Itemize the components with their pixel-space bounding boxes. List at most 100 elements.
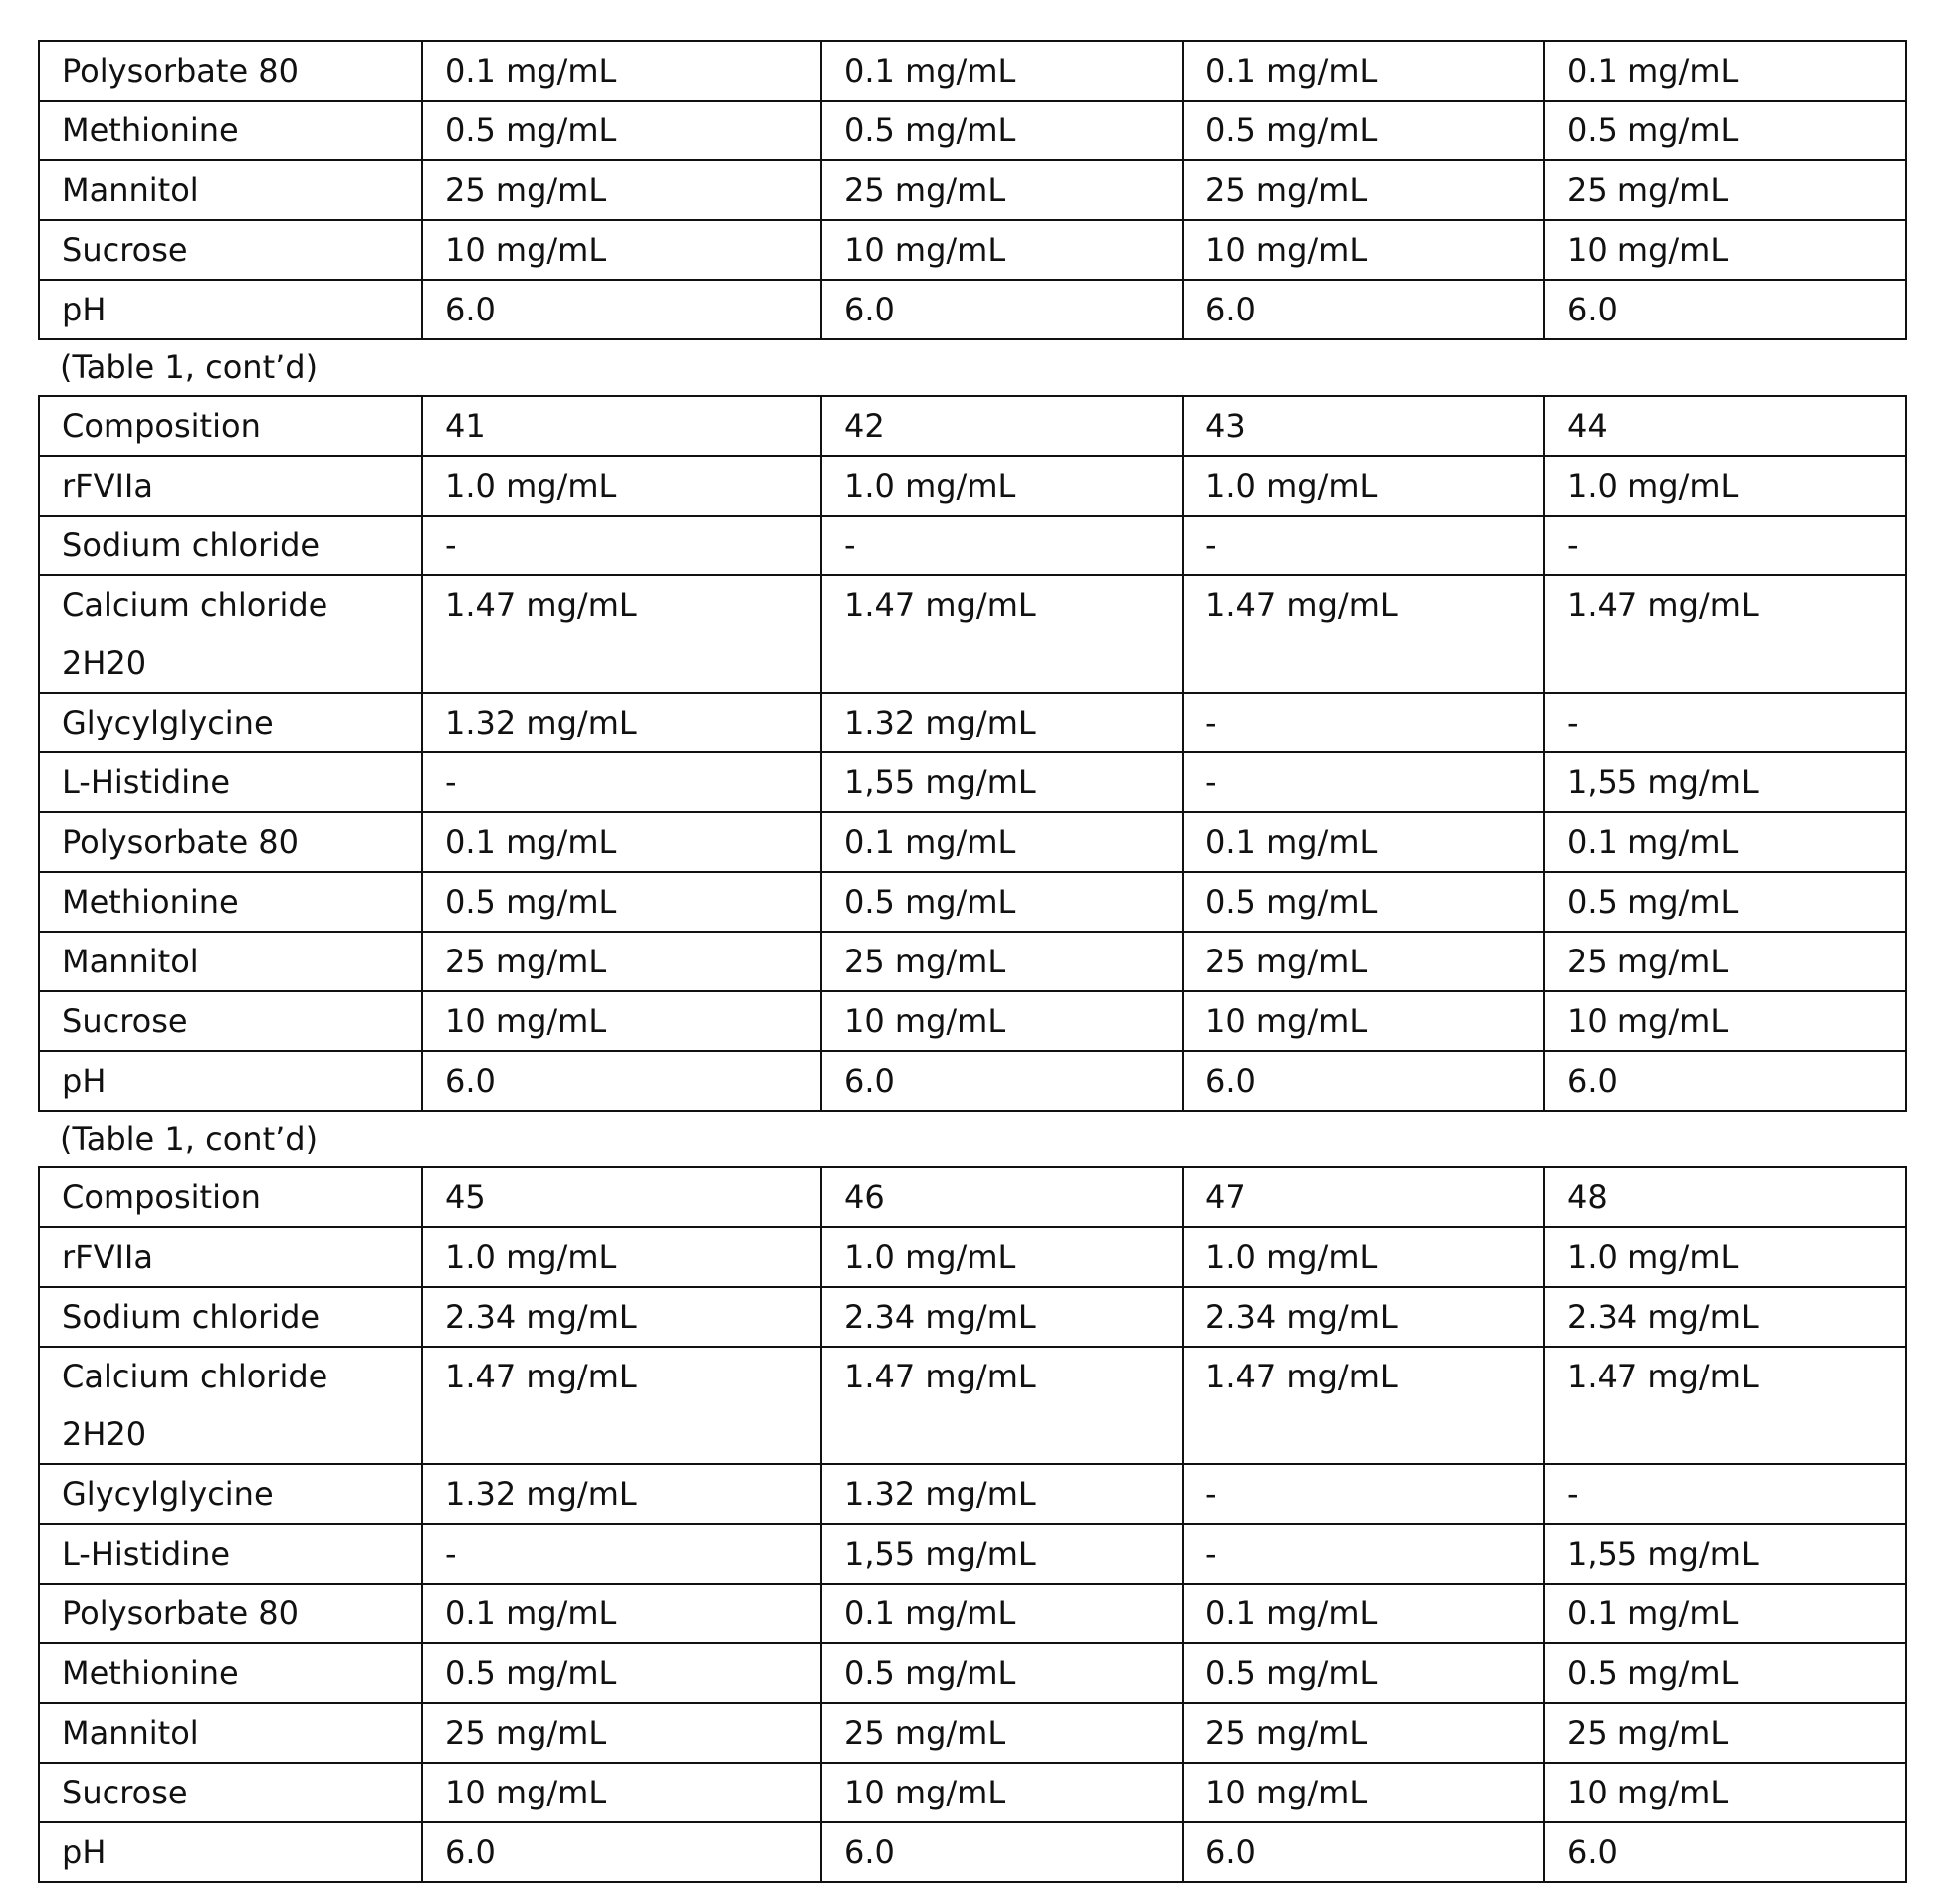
cell: 10 mg/mL xyxy=(821,991,1183,1051)
cell: 1.47 mg/mL xyxy=(422,575,821,693)
cell: 0.1 mg/mL xyxy=(1183,1584,1544,1643)
table-row: Composition45464748 xyxy=(39,1167,1906,1227)
cell: 6.0 xyxy=(1544,280,1906,339)
table-body: Composition41424344rFVIIa1.0 mg/mL1.0 mg… xyxy=(39,396,1906,1111)
cell: - xyxy=(1183,1524,1544,1584)
cell: 0.1 mg/mL xyxy=(821,41,1183,101)
cell: 10 mg/mL xyxy=(422,220,821,280)
cell: 10 mg/mL xyxy=(1544,991,1906,1051)
cell: 10 mg/mL xyxy=(1183,1763,1544,1822)
cell: 1.0 mg/mL xyxy=(1544,1227,1906,1287)
cell: 41 xyxy=(422,396,821,456)
cell: 44 xyxy=(1544,396,1906,456)
cell: - xyxy=(1183,1464,1544,1524)
cell: 0.1 mg/mL xyxy=(1183,41,1544,101)
row-label: Polysorbate 80 xyxy=(39,41,422,101)
table-row: rFVIIa1.0 mg/mL1.0 mg/mL1.0 mg/mL1.0 mg/… xyxy=(39,456,1906,516)
cell: 43 xyxy=(1183,396,1544,456)
cell: 25 mg/mL xyxy=(1183,160,1544,220)
row-label: rFVIIa xyxy=(39,1227,422,1287)
table-row: Methionine0.5 mg/mL0.5 mg/mL0.5 mg/mL0.5… xyxy=(39,872,1906,932)
row-label: Glycylglycine xyxy=(39,693,422,752)
row-label: Mannitol xyxy=(39,932,422,991)
cell: 10 mg/mL xyxy=(422,991,821,1051)
cell: 1.0 mg/mL xyxy=(1183,1227,1544,1287)
table-row: Polysorbate 800.1 mg/mL0.1 mg/mL0.1 mg/m… xyxy=(39,812,1906,872)
cell: 0.1 mg/mL xyxy=(821,1584,1183,1643)
row-label: Methionine xyxy=(39,101,422,160)
cell: - xyxy=(1183,752,1544,812)
row-label: L-Histidine xyxy=(39,1524,422,1584)
cell: - xyxy=(422,516,821,575)
cell: 0.1 mg/mL xyxy=(422,1584,821,1643)
cell: 1.0 mg/mL xyxy=(1544,456,1906,516)
cell: 1.47 mg/mL xyxy=(1183,575,1544,693)
cell: 0.1 mg/mL xyxy=(1544,1584,1906,1643)
table-caption: (Table 1, cont’d) xyxy=(38,1112,1905,1166)
cell: 6.0 xyxy=(821,1051,1183,1111)
table-row: Sucrose10 mg/mL10 mg/mL10 mg/mL10 mg/mL xyxy=(39,991,1906,1051)
cell: 25 mg/mL xyxy=(1544,160,1906,220)
table-row: pH6.06.06.06.0 xyxy=(39,1051,1906,1111)
cell: 25 mg/mL xyxy=(1183,1703,1544,1763)
table-row: Mannitol25 mg/mL25 mg/mL25 mg/mL25 mg/mL xyxy=(39,1703,1906,1763)
table-row: pH6.06.06.06.0 xyxy=(39,280,1906,339)
cell: 1,55 mg/mL xyxy=(1544,1524,1906,1584)
row-label: Methionine xyxy=(39,1643,422,1703)
table: Polysorbate 800.1 mg/mL0.1 mg/mL0.1 mg/m… xyxy=(38,40,1907,340)
cell: 0.5 mg/mL xyxy=(422,101,821,160)
row-label: Glycylglycine xyxy=(39,1464,422,1524)
cell: - xyxy=(422,752,821,812)
cell: 0.5 mg/mL xyxy=(1183,101,1544,160)
cell: 1,55 mg/mL xyxy=(1544,752,1906,812)
table-row: Methionine0.5 mg/mL0.5 mg/mL0.5 mg/mL0.5… xyxy=(39,101,1906,160)
cell: 25 mg/mL xyxy=(1183,932,1544,991)
cell: 6.0 xyxy=(422,1822,821,1882)
table-caption: (Table 1, cont’d) xyxy=(38,340,1905,395)
cell: 1.47 mg/mL xyxy=(821,575,1183,693)
cell: 25 mg/mL xyxy=(821,932,1183,991)
cell: 1.47 mg/mL xyxy=(1544,1347,1906,1464)
cell: 10 mg/mL xyxy=(1183,220,1544,280)
cell: 10 mg/mL xyxy=(1544,220,1906,280)
row-label: Sucrose xyxy=(39,991,422,1051)
cell: 1.32 mg/mL xyxy=(821,693,1183,752)
table-row: Glycylglycine1.32 mg/mL1.32 mg/mL-- xyxy=(39,1464,1906,1524)
cell: 0.5 mg/mL xyxy=(821,872,1183,932)
cell: 0.5 mg/mL xyxy=(1544,1643,1906,1703)
table-row: rFVIIa1.0 mg/mL1.0 mg/mL1.0 mg/mL1.0 mg/… xyxy=(39,1227,1906,1287)
cell: 1.0 mg/mL xyxy=(422,1227,821,1287)
cell: 6.0 xyxy=(1183,1051,1544,1111)
table-row: Sucrose10 mg/mL10 mg/mL10 mg/mL10 mg/mL xyxy=(39,1763,1906,1822)
cell: - xyxy=(422,1524,821,1584)
row-label: Polysorbate 80 xyxy=(39,1584,422,1643)
table: Composition41424344rFVIIa1.0 mg/mL1.0 mg… xyxy=(38,395,1907,1112)
cell: 45 xyxy=(422,1167,821,1227)
row-label: pH xyxy=(39,280,422,339)
row-label: Calcium chloride 2H20 xyxy=(39,1347,422,1464)
row-label: Sucrose xyxy=(39,1763,422,1822)
row-label: Polysorbate 80 xyxy=(39,812,422,872)
table-row: Sodium chloride---- xyxy=(39,516,1906,575)
row-label: Sucrose xyxy=(39,220,422,280)
table-row: pH6.06.06.06.0 xyxy=(39,1822,1906,1882)
cell: 25 mg/mL xyxy=(821,1703,1183,1763)
table-row: Polysorbate 800.1 mg/mL0.1 mg/mL0.1 mg/m… xyxy=(39,1584,1906,1643)
table-row: Sucrose10 mg/mL10 mg/mL10 mg/mL10 mg/mL xyxy=(39,220,1906,280)
row-label: pH xyxy=(39,1051,422,1111)
cell: 48 xyxy=(1544,1167,1906,1227)
table-row: Polysorbate 800.1 mg/mL0.1 mg/mL0.1 mg/m… xyxy=(39,41,1906,101)
cell: 1.0 mg/mL xyxy=(821,1227,1183,1287)
row-label: Calcium chloride 2H20 xyxy=(39,575,422,693)
cell: 2.34 mg/mL xyxy=(1544,1287,1906,1347)
cell: 1.32 mg/mL xyxy=(422,1464,821,1524)
cell: - xyxy=(1544,516,1906,575)
cell: 1.0 mg/mL xyxy=(821,456,1183,516)
cell: 0.5 mg/mL xyxy=(1183,1643,1544,1703)
cell: 10 mg/mL xyxy=(821,1763,1183,1822)
cell: 0.5 mg/mL xyxy=(1544,872,1906,932)
cell: 0.1 mg/mL xyxy=(422,41,821,101)
cell: 1.47 mg/mL xyxy=(1183,1347,1544,1464)
cell: 0.5 mg/mL xyxy=(1183,872,1544,932)
